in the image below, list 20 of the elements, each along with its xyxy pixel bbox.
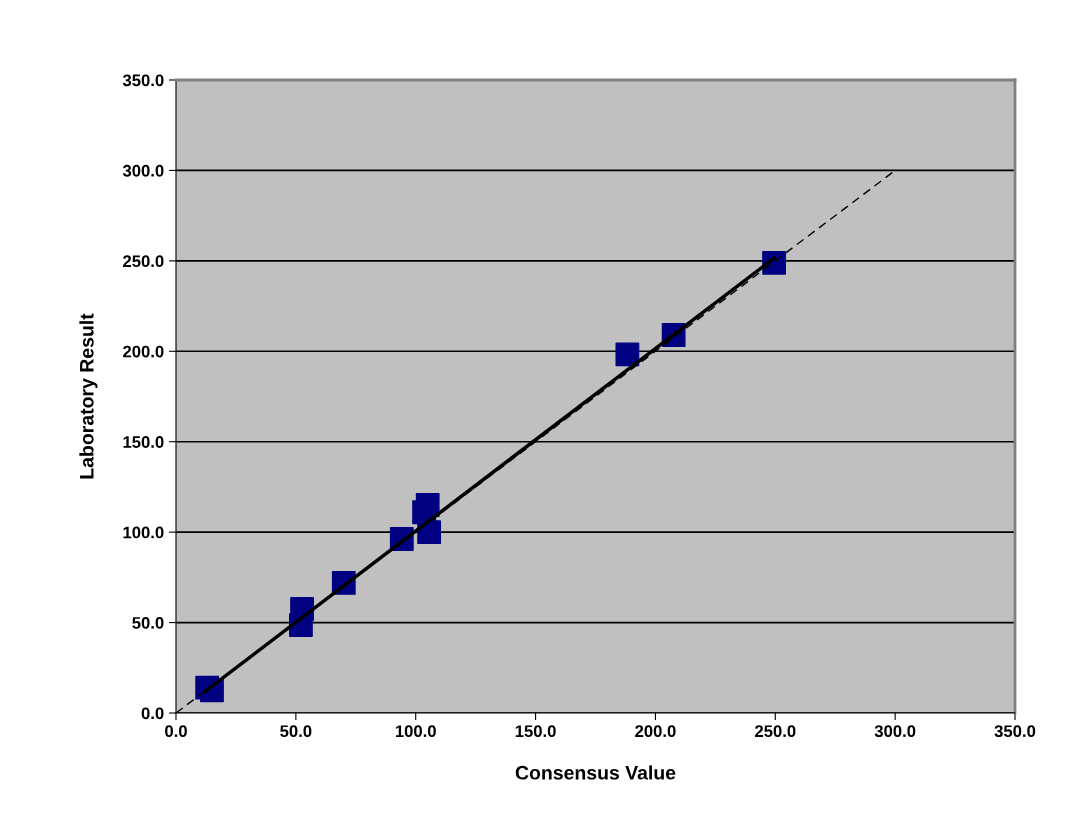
y-tick-label: 100.0 bbox=[123, 526, 164, 539]
x-tick-label: 200.0 bbox=[635, 725, 676, 738]
y-tick-label: 50.0 bbox=[132, 616, 164, 629]
x-tick-label: 300.0 bbox=[874, 725, 916, 738]
y-tick-label: 150.0 bbox=[123, 436, 164, 448]
x-tick-label: 0.0 bbox=[165, 725, 187, 738]
y-tick-label: 0.0 bbox=[141, 707, 164, 720]
y-axis-title: Laboratory Result bbox=[79, 313, 98, 479]
x-tick-label: 50.0 bbox=[280, 725, 312, 738]
x-tick-label: 350.0 bbox=[994, 725, 1036, 738]
x-axis-title: Consensus Value bbox=[515, 765, 676, 780]
y-tick-label: 350.0 bbox=[122, 74, 164, 87]
y-tick-label: 250.0 bbox=[123, 255, 164, 268]
y-tick-label: 200.0 bbox=[123, 345, 164, 358]
point bbox=[417, 520, 442, 545]
x-tick-label: 100.0 bbox=[395, 725, 436, 738]
point bbox=[615, 342, 640, 367]
y-tick-label: 300.0 bbox=[122, 164, 164, 177]
x-tick-label: 150.0 bbox=[515, 725, 556, 738]
x-tick-label: 250.0 bbox=[755, 725, 796, 738]
